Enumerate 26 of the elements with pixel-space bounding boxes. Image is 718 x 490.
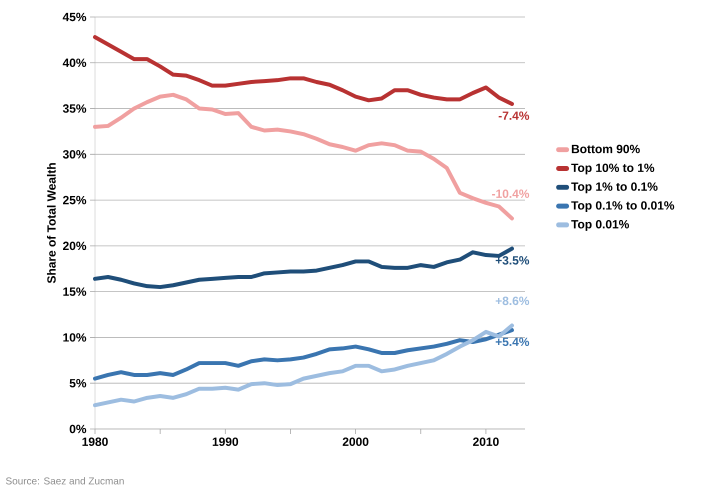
- legend-label: Bottom 90%: [572, 144, 640, 154]
- y-tick-label: 35%: [62, 104, 86, 113]
- y-tick-label: 25%: [63, 196, 86, 204]
- y-tick-label: 30%: [62, 150, 86, 159]
- annotation: +3.5%: [496, 256, 530, 265]
- annotation: +5.4%: [496, 338, 530, 346]
- annotation: -7.4%: [498, 111, 530, 120]
- annotation: -10.4%: [492, 189, 530, 198]
- legend-label: Top 0.1% to 0.01%: [571, 201, 674, 212]
- legend-label: Top 10% to 1%: [571, 164, 654, 174]
- x-tick-label: 2010: [473, 437, 499, 446]
- y-tick-label: 0%: [70, 424, 86, 434]
- y-axis-title: Share of Total Wealth: [46, 163, 56, 284]
- y-tick-label: 5%: [70, 378, 86, 388]
- y-tick-label: 10%: [63, 333, 86, 342]
- y-tick-label: 40%: [62, 58, 86, 67]
- y-tick-label: 45%: [62, 12, 86, 22]
- source-note: Source: Saez and Zucman: [6, 477, 124, 484]
- x-tick-label: 2000: [342, 437, 368, 446]
- y-tick-label: 20%: [63, 242, 86, 250]
- annotation: +8.6%: [496, 296, 530, 306]
- legend-label: Top 0.01%: [571, 220, 630, 231]
- legend-label: Top 1% to 0.1%: [571, 182, 658, 194]
- x-tick-label: 1980: [82, 437, 108, 446]
- x-tick-label: 1990: [212, 437, 238, 446]
- y-tick-label: 15%: [63, 287, 86, 296]
